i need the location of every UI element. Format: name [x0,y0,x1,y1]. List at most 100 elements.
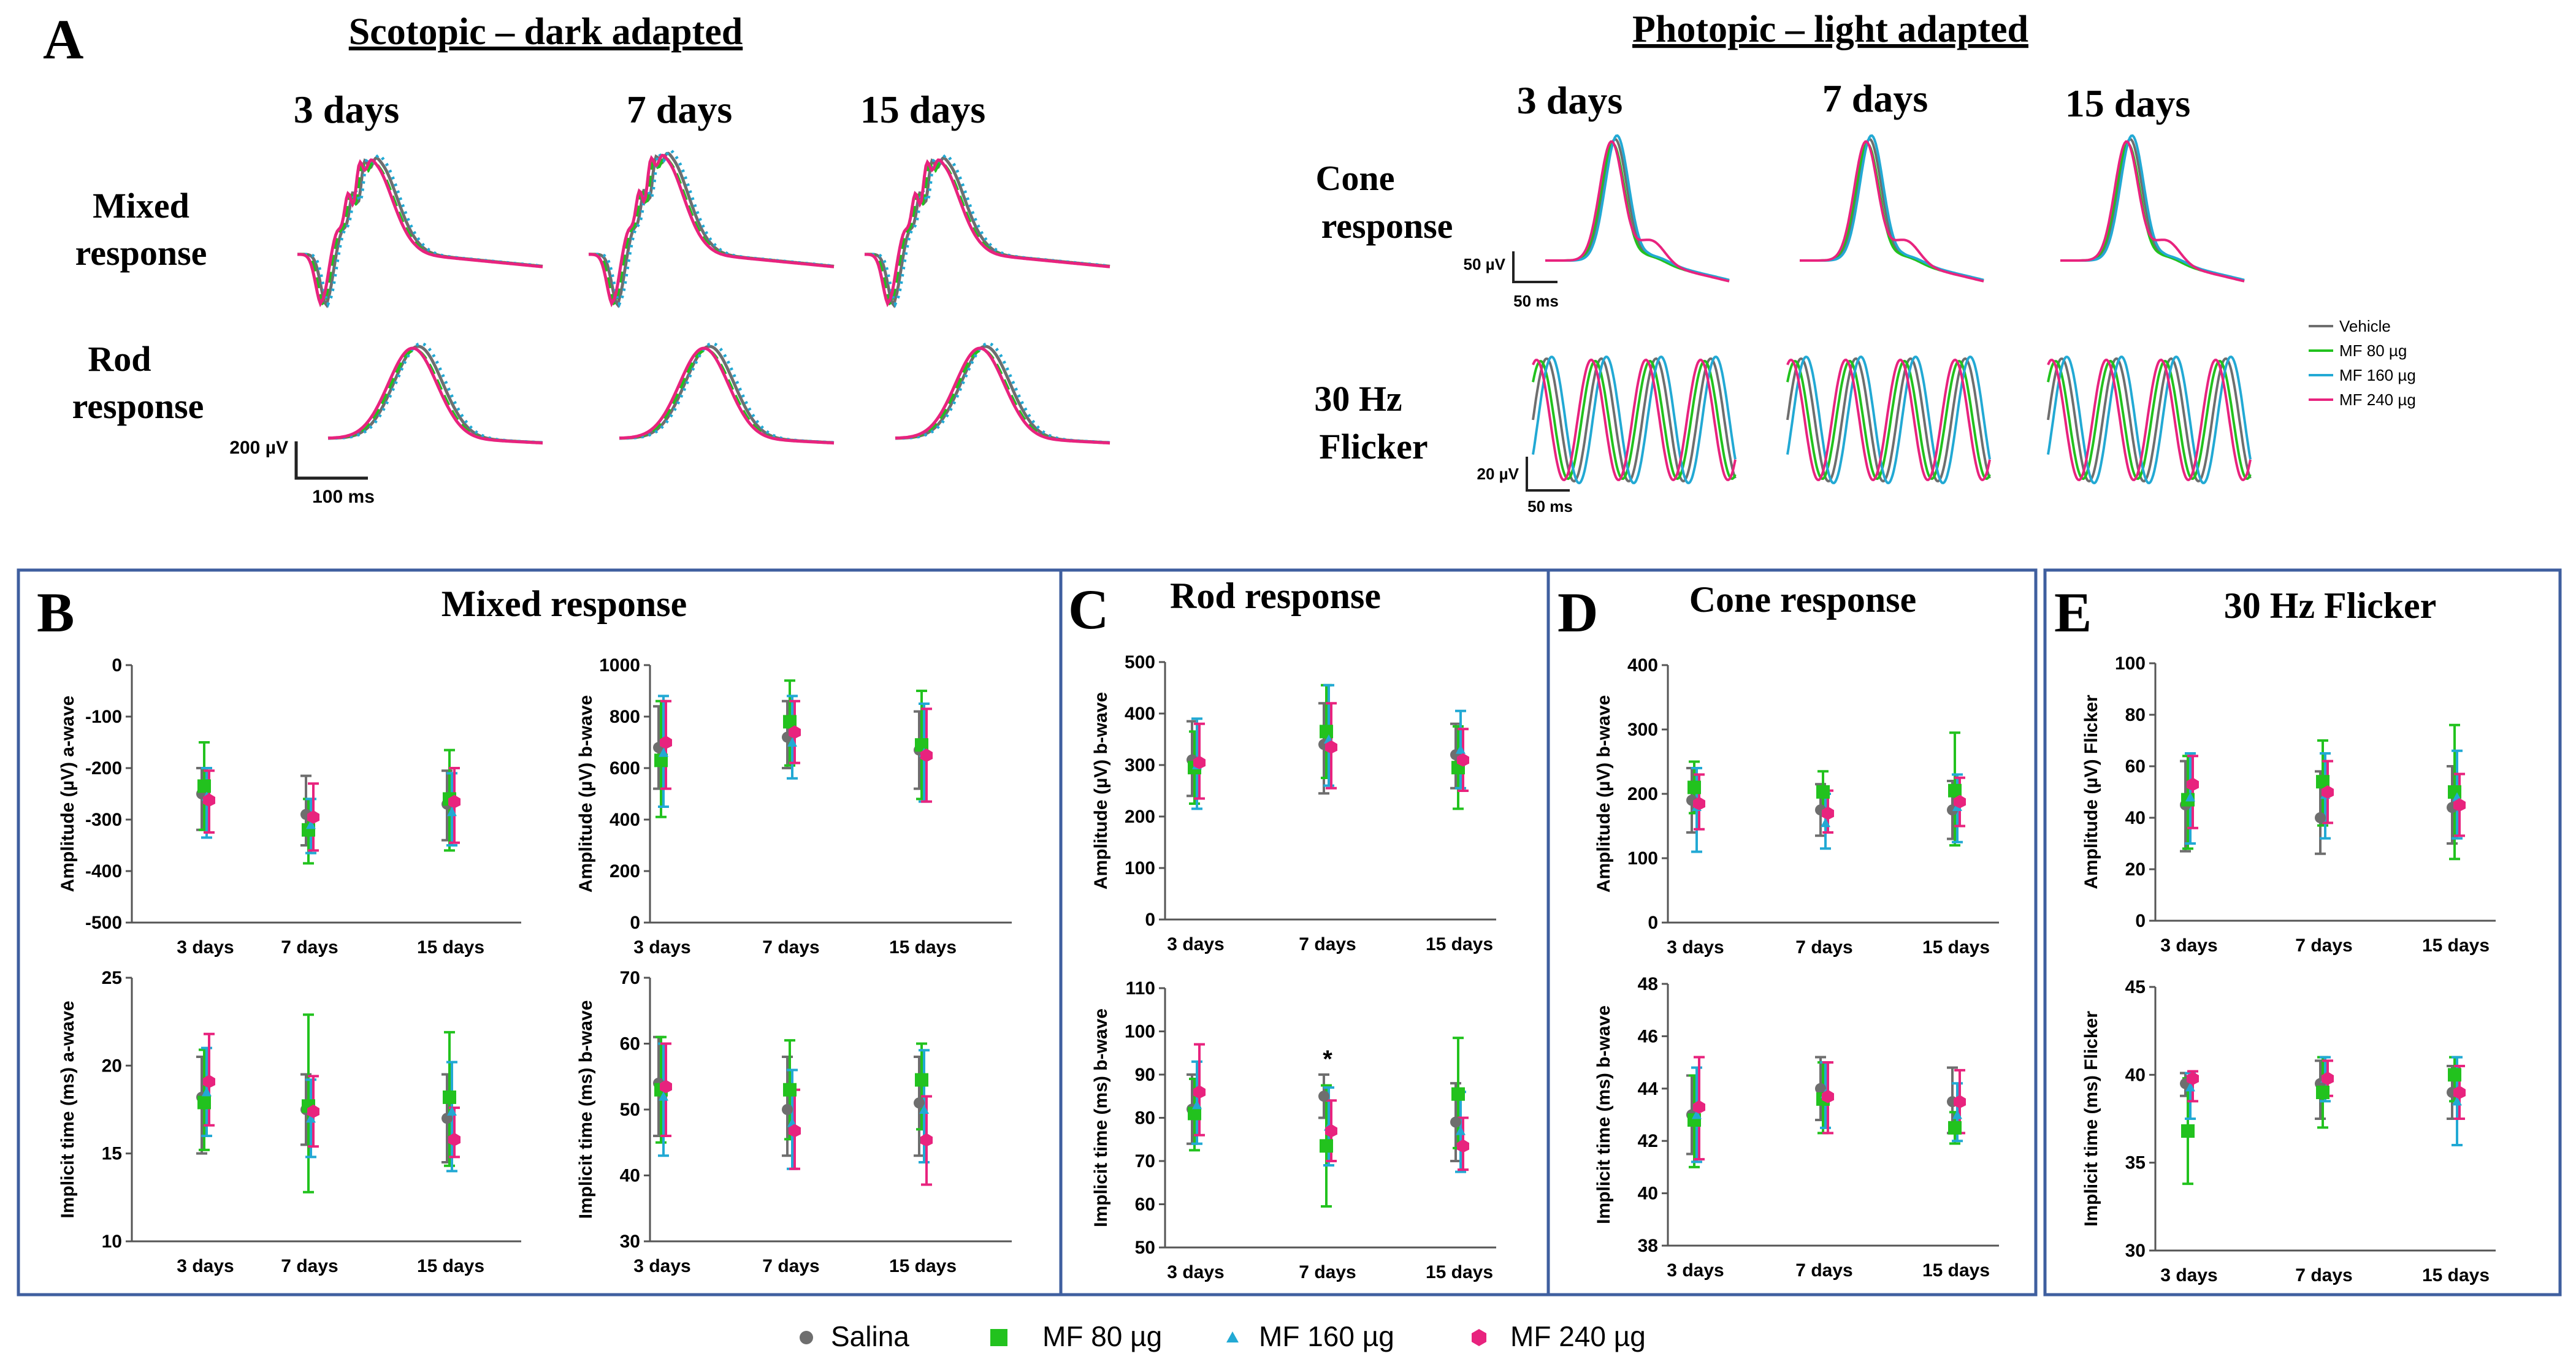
y-tick-label: 100 [1125,858,1155,878]
trace-cone-mf240 [1800,140,1984,283]
y-tick-label: 400 [1627,655,1658,676]
point-mf80 [2181,1124,2195,1138]
point-mf160 [306,1113,316,1123]
x-tick-label: 7 days [1299,934,1356,954]
trace-rod-mf240 [895,346,1110,445]
point-mf240 [203,793,215,807]
point-mf80 [197,779,211,793]
cone-scale-bar: 50 µV 50 ms [1464,251,1559,310]
point-salina [782,1104,793,1115]
trace-flicker-mf160 [2047,356,2252,484]
point-mf240 [1193,755,1206,769]
x-tick-label: 3 days [1167,1262,1224,1282]
point-salina [1450,1116,1461,1128]
plot-E-amp: 0 20 40 60 80 100 3 days 7 days 15 days Amplitude… [2081,653,2496,956]
y-tick-label: 0 [112,655,122,676]
y-tick-label: 200 [1125,807,1155,827]
legend-mf240-label: MF 240 µg [1510,1320,1646,1352]
point-mf160 [787,737,797,747]
y-tick-label: 200 [610,861,640,882]
y-tick-label: 80 [1135,1108,1155,1129]
cone-scale-v: 50 µV [1464,255,1506,273]
point-salina [1318,1091,1329,1102]
y-tick-label: 60 [1135,1195,1155,1215]
trace-rod-mf80 [327,348,543,444]
legend-vehicle: Vehicle [2339,317,2391,335]
rod-label-2: response [72,386,204,426]
point-mf240 [2322,785,2334,799]
point-mf80 [197,1095,211,1110]
trace-flicker-salina [2047,357,2252,482]
y-tick-label: 300 [1627,720,1658,740]
y-axis-label: Implicit time (ms) a-wave [58,1000,78,1218]
y-tick-label: 45 [2125,977,2146,997]
trace-flicker-mf160 [1786,356,1991,484]
scotopic-scale-t: 100 ms [312,487,375,507]
point-mf240 [448,1132,461,1146]
point-mf240 [660,736,672,749]
x-tick-label: 15 days [1922,937,1990,958]
y-tick-label: -100 [85,707,122,727]
point-mf240 [789,725,801,739]
y-tick-label: 40 [2125,808,2146,828]
x-tick-label: 15 days [417,1256,484,1276]
scotopic-scale-v: 200 µV [229,438,288,458]
panel-d-title: Cone response [1689,579,1917,620]
x-tick-label: 7 days [281,1256,338,1276]
y-tick-label: 40 [620,1166,640,1186]
point-mf80 [443,1090,456,1104]
x-tick-label: 3 days [633,1256,690,1276]
scotopic-title: Scotopic – dark adapted [349,11,743,53]
point-mf160 [447,807,457,817]
point-mf80 [1188,1106,1201,1121]
legend-mf240: MF 240 µg [2339,390,2416,409]
panel-d-letter: D [1557,581,1598,644]
x-tick-label: 3 days [1667,937,1724,958]
trace-cone-mf240 [1545,140,1730,283]
panel-b-title: Mixed response [441,584,687,624]
trace-rod-mf80 [895,348,1110,444]
point-mf160 [1692,1110,1702,1119]
point-mf80 [1451,1087,1465,1101]
y-axis-label: Amplitude (µV) b-wave [1594,695,1614,893]
point-mf160 [447,1106,457,1116]
plot-C-b-amp: 0 100 200 300 400 500 3 days 7 days 15 days Ampli… [1091,652,1496,954]
plot-B-b-it: 30 40 50 60 70 3 days 7 days 15 days Implicit ti… [576,968,1012,1276]
x-tick-label: 15 days [2422,1265,2490,1285]
point-salina [914,1097,925,1109]
x-tick-label: 7 days [1795,1260,1852,1281]
x-tick-label: 15 days [1426,934,1493,954]
y-tick-label: 60 [2125,756,2146,777]
y-tick-label: 100 [1125,1022,1155,1042]
y-tick-label: 48 [1638,974,1658,994]
x-tick-label: 3 days [177,1256,234,1276]
point-salina [2315,812,2326,823]
trace-flicker-mf240 [1532,359,1737,481]
y-tick-label: 20 [2125,859,2146,880]
y-tick-label: 600 [610,758,640,779]
erg-traces [297,134,2252,484]
point-mf160 [2452,1096,2462,1106]
legend-mf80-marker [990,1329,1007,1346]
x-tick-label: 7 days [762,1256,819,1276]
point-mf160 [1821,818,1830,828]
flicker-scale-bar: 20 µV 50 ms [1477,457,1573,516]
y-tick-label: 60 [620,1034,640,1054]
plot-C-b-it: 50 60 70 80 90 100 110 3 days 7 days 15 days Impli… [1091,978,1496,1282]
x-tick-label: 15 days [417,937,484,958]
trace-flicker-mf240 [2047,359,2252,481]
point-mf160 [1192,1100,1202,1110]
trace-mixed-mf240 [864,158,1110,308]
panel-d-frame [1546,568,2038,1297]
y-tick-label: 0 [630,913,640,933]
trace-flicker-mf160 [1532,356,1737,484]
point-mf80 [783,715,797,729]
point-mf160 [1952,1110,1962,1119]
y-tick-label: 200 [1627,784,1658,804]
trace-flicker-salina [1786,357,1991,482]
panel-b-letter: B [37,581,74,644]
point-mf160 [659,747,668,757]
flicker-scale-lines [1526,457,1570,492]
plot-D-b-it: 38 40 42 44 46 48 3 days 7 days 15 days Implicit … [1594,974,1999,1281]
panel-d-heading: D Cone response [1557,579,1916,644]
